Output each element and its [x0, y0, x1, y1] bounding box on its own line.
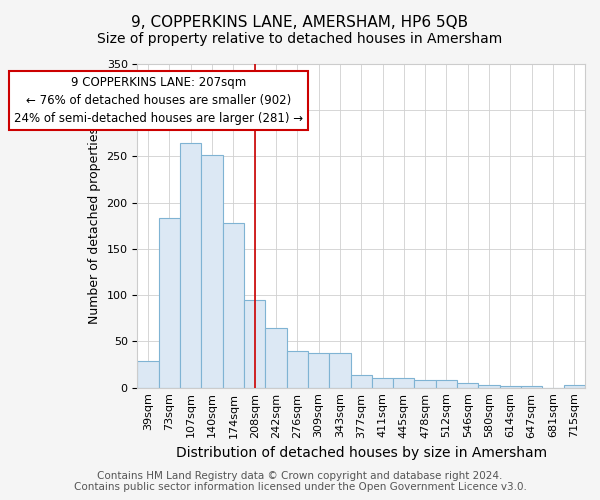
Y-axis label: Number of detached properties: Number of detached properties — [88, 128, 101, 324]
Bar — [137, 361, 159, 388]
X-axis label: Distribution of detached houses by size in Amersham: Distribution of detached houses by size … — [176, 446, 547, 460]
Text: Size of property relative to detached houses in Amersham: Size of property relative to detached ho… — [97, 32, 503, 46]
Bar — [308, 352, 329, 388]
Bar — [563, 385, 585, 388]
Bar — [329, 354, 350, 388]
Bar — [265, 328, 287, 388]
Bar — [287, 350, 308, 388]
Bar — [500, 386, 521, 388]
Bar — [436, 380, 457, 388]
Bar — [223, 223, 244, 388]
Bar — [159, 218, 180, 388]
Bar — [244, 300, 265, 388]
Bar — [202, 154, 223, 388]
Bar — [457, 383, 478, 388]
Text: Contains HM Land Registry data © Crown copyright and database right 2024.
Contai: Contains HM Land Registry data © Crown c… — [74, 471, 526, 492]
Bar — [180, 142, 202, 388]
Text: 9, COPPERKINS LANE, AMERSHAM, HP6 5QB: 9, COPPERKINS LANE, AMERSHAM, HP6 5QB — [131, 15, 469, 30]
Bar — [393, 378, 415, 388]
Bar — [478, 385, 500, 388]
Text: 9 COPPERKINS LANE: 207sqm
← 76% of detached houses are smaller (902)
24% of semi: 9 COPPERKINS LANE: 207sqm ← 76% of detac… — [14, 76, 303, 125]
Bar — [372, 378, 393, 388]
Bar — [415, 380, 436, 388]
Bar — [521, 386, 542, 388]
Bar — [350, 374, 372, 388]
